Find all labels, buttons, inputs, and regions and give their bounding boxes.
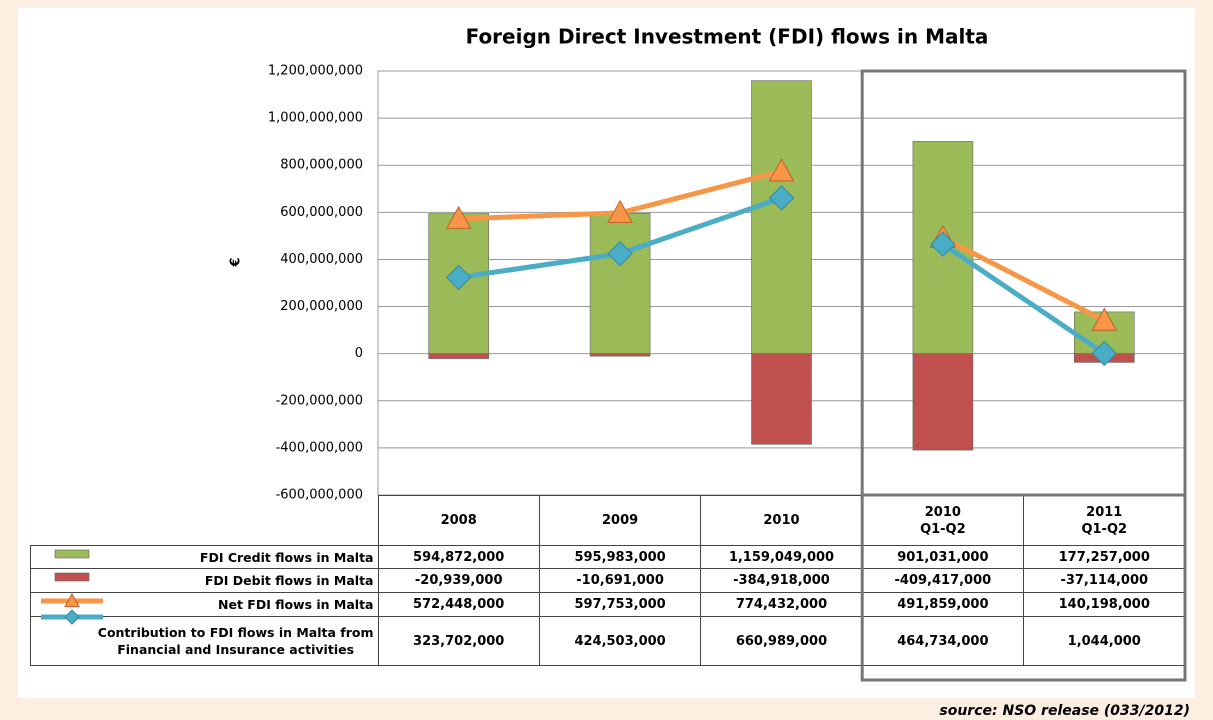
chart-title: Foreign Direct Investment (FDI) flows in… [466,25,989,49]
table-value: -20,939,000 [377,568,540,593]
category-label: 2008 [377,495,540,546]
bar [589,212,651,354]
y-tick-label: 200,000,000 [280,299,363,314]
table-value: 464,734,000 [861,616,1025,666]
y-tick-label: -400,000,000 [276,440,363,455]
legend-swatch [41,609,103,625]
y-tick-label: 400,000,000 [280,252,363,267]
legend-swatch [54,549,90,559]
swatch [54,572,90,582]
source: source: NSO release (033/2012) [939,703,1190,719]
y-tick-label: 0 [355,346,363,361]
legend-label: FDI Debit flows in Malta [204,573,374,588]
swatch [54,549,90,559]
legend-swatch [54,572,90,582]
table-value: 774,432,000 [700,592,863,617]
series-row: FDI Credit flows in Malta 594,872,000 595,… [30,545,1186,569]
y-tick-label: -200,000,000 [276,393,363,408]
category-label: 2011 Q1-Q2 [1023,495,1186,546]
table-value: -37,114,000 [1023,568,1186,593]
legend-cell: Contribution to FDI flows in Malta from … [30,609,379,666]
category-label: 2009 [538,495,702,546]
table-value: 901,031,000 [861,545,1025,569]
table-value: 140,198,000 [1023,592,1186,617]
series-row: Contribution to FDI flows in Malta from … [30,609,1186,666]
category-label: 2010 Q1-Q2 [861,495,1025,546]
legend-label: FDI Credit flows in Malta [199,549,374,565]
table-value: -10,691,000 [538,568,702,593]
y-tick-label: 1,000,000,000 [268,111,363,126]
bar [751,80,812,354]
marker [445,205,472,229]
table-value: 594,872,000 [377,545,540,569]
bar [751,353,812,445]
y-tick-label: -600,000,000 [276,488,363,503]
table-value: 595,983,000 [538,545,702,569]
legend-cell: Net FDI flows in Malta [30,592,379,617]
table-value: 177,257,000 [1023,545,1186,569]
table-value: 323,702,000 [377,616,540,666]
marker [445,264,472,291]
table-value: 597,753,000 [538,592,702,617]
data-table: 2008 2009 2010 2010 Q1-Q2 2011 Q1-Q2 FDI Cred… [30,495,1186,666]
table-value: 572,448,000 [377,592,540,617]
bar [912,353,974,451]
legend-cell: FDI Credit flows in Malta [30,545,379,569]
table-value: 424,503,000 [538,616,702,666]
bar [428,353,490,359]
y-axis-label: € [229,257,244,267]
table-value: -409,417,000 [861,568,1025,593]
table-value: 1,044,000 [1023,616,1186,666]
y-tick-label: 800,000,000 [280,158,363,173]
marker [64,609,80,625]
blank-cell [31,496,379,546]
legend-label: Net FDI flows in Malta [218,597,374,612]
table-value: 491,859,000 [861,592,1025,617]
legend-cell: FDI Debit flows in Malta [30,568,379,593]
table-value: 1,159,049,000 [700,545,863,569]
category-label: 2010 [700,495,863,546]
marker [768,158,795,182]
y-tick-label: 1,200,000,000 [268,64,363,79]
series-row: FDI Debit flows in Malta -20,939,000 -10,6… [30,568,1186,593]
table-value: -384,918,000 [700,568,863,593]
marker [607,240,633,267]
bar [589,353,651,357]
marker [607,199,633,223]
legend-label: Contribution to FDI flows in Malta from … [97,625,374,657]
legend-swatch [41,593,103,608]
marker [768,185,795,211]
marker [64,593,80,608]
header-row: 2008 2009 2010 2010 Q1-Q2 2011 Q1-Q2 [31,495,1186,546]
table-value: 660,989,000 [700,616,863,666]
y-tick-label: 600,000,000 [280,205,363,220]
series-row: Net FDI flows in Malta 572,448,000 597,753… [30,592,1186,617]
